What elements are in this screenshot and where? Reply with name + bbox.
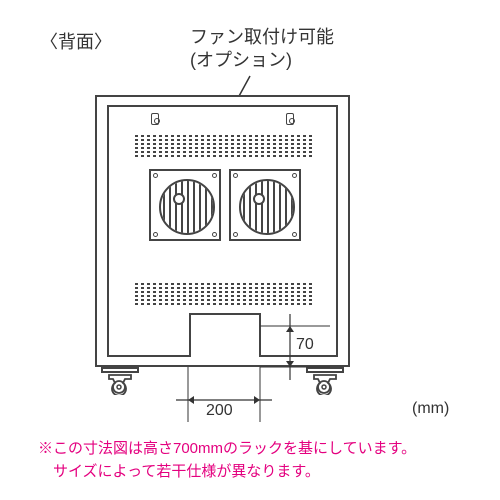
fan-grill-icon [159,179,215,235]
fan-mount-left [149,169,221,241]
callout-line1: ファン取付け可能 [190,26,334,49]
caster-icon [310,373,340,395]
fan-callout: ファン取付け可能 (オプション) [190,26,334,73]
vent-top [135,135,315,157]
fan-grill-icon [239,179,295,235]
vent-bottom [135,283,315,305]
unit-label: (mm) [412,400,449,418]
note-line2: サイズによって若干仕様が異なります。 [38,461,416,484]
fan-mount-right [229,169,301,241]
footnote: ※この寸法図は高さ700mmのラックを基にしています。 サイズによって若干仕様が… [38,438,416,483]
rack-feet [95,367,350,385]
dim-width: 200 [206,402,233,420]
note-line1: ※この寸法図は高さ700mmのラックを基にしています。 [38,438,416,461]
cable-cutout [189,313,261,357]
caster-icon [105,373,135,395]
rack-inner-panel [107,105,338,357]
screw-icon [286,113,294,125]
screw-icon [151,113,159,125]
dim-height: 70 [296,336,314,354]
callout-line2: (オプション) [190,49,334,72]
view-label: 〈背面〉 [40,28,112,54]
